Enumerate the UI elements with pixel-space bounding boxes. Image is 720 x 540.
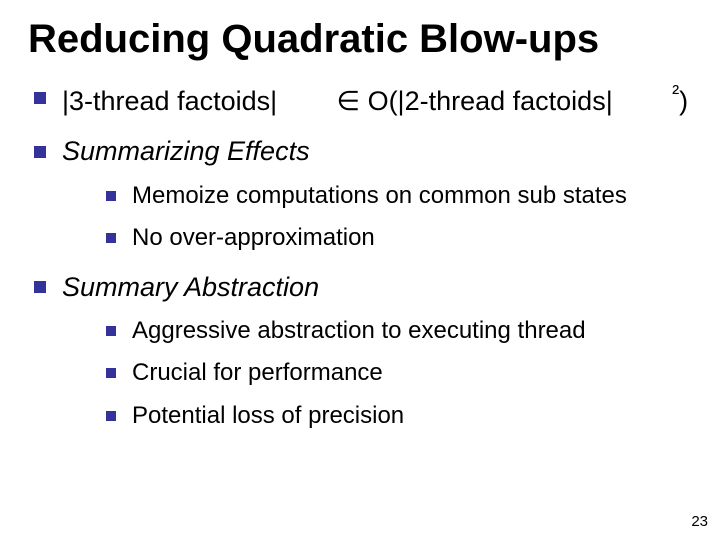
slide-root: Reducing Quadratic Blow-ups |3-thread fa… <box>0 0 720 540</box>
bullet-list-level1: |3-thread factoids|∈ O(|2-thread factoid… <box>28 80 692 432</box>
bullet-l2-text: Crucial for performance <box>132 359 383 386</box>
bullet-l2-text: Potential loss of precision <box>132 402 404 429</box>
slide-title: Reducing Quadratic Blow-ups <box>28 18 692 60</box>
bullet-l1-item: Summary Abstraction Aggressive abstracti… <box>28 269 692 433</box>
bullet-l1-text: Summarizing Effects <box>62 136 310 166</box>
bullet-l1-text: Summary Abstraction <box>62 272 319 302</box>
bullet-l2-text: Aggressive abstraction to executing thre… <box>132 317 586 344</box>
bullet-l2-text: No over-approximation <box>132 224 375 251</box>
bullet-l1-text: |3-thread factoids|∈ O(|2-thread factoid… <box>62 86 688 116</box>
bullet-list-level2: Aggressive abstraction to executing thre… <box>106 315 692 432</box>
bullet-l1-item: Summarizing Effects Memoize computations… <box>28 133 692 254</box>
bullet-list-level2: Memoize computations on common sub state… <box>106 180 692 255</box>
bullet-l2-item: Potential loss of precision <box>106 400 692 432</box>
bullet-l2-item: Memoize computations on common sub state… <box>106 180 692 212</box>
bullet-l2-text: Memoize computations on common sub state… <box>132 182 627 209</box>
bullet-l2-item: No over-approximation <box>106 222 692 254</box>
bullet-l2-item: Crucial for performance <box>106 357 692 389</box>
bullet-l2-item: Aggressive abstraction to executing thre… <box>106 315 692 347</box>
slide-number: 23 <box>691 513 708 530</box>
bullet-l1-item: |3-thread factoids|∈ O(|2-thread factoid… <box>28 80 692 119</box>
